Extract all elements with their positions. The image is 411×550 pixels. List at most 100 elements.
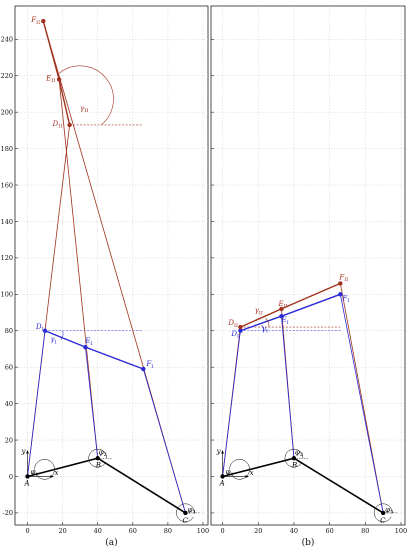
- link-I: [281, 316, 295, 459]
- joint-A: [25, 474, 30, 479]
- gamma-II-label-subscript: II: [259, 310, 263, 316]
- phi3-label: φ3: [187, 506, 195, 516]
- y-axis-arrowhead: [221, 450, 225, 454]
- gamma-I-label: γI: [50, 336, 56, 346]
- panel-caption: (a): [105, 537, 117, 548]
- link-I: [339, 294, 384, 513]
- joint-B: [291, 456, 297, 461]
- coupler-II: [240, 282, 341, 328]
- label-A-main: A: [24, 479, 30, 487]
- joint-E_II: [56, 77, 62, 82]
- x-tick-label: 40: [94, 527, 102, 535]
- label-D-I-subscript: I: [42, 327, 44, 333]
- phi3-label-subscript: 3: [192, 510, 195, 516]
- y-tick-label: 220: [1, 72, 13, 80]
- label-A: A: [219, 479, 225, 487]
- x-tick-label: 100: [395, 527, 407, 535]
- x-tick-label: 60: [129, 527, 137, 535]
- label-E-II-main: E: [45, 74, 51, 82]
- gamma-I-label: γI: [262, 325, 268, 335]
- base-link-ABC: [27, 457, 186, 514]
- phi3-arc: [373, 503, 393, 523]
- phi1-label-main: φ: [226, 468, 231, 476]
- axis-y-label: y: [21, 447, 27, 455]
- gamma-II-label: γII: [80, 104, 88, 114]
- label-D-II-subscript: II: [58, 124, 62, 130]
- phi3-label: φ3: [385, 506, 393, 516]
- x-tick-label: 0: [220, 527, 224, 535]
- label-D-II: DII: [52, 120, 63, 130]
- joint-E_II: [279, 306, 284, 312]
- y-tick-label: 0: [9, 473, 13, 481]
- label-D-I: DI: [35, 323, 44, 333]
- label-E-I-subscript: I: [91, 341, 93, 347]
- axis-y-label-main: y: [216, 447, 222, 455]
- label-C: C: [182, 517, 188, 525]
- phi3-label-subscript: 3: [390, 510, 393, 516]
- label-E-II-subscript: II: [51, 78, 55, 84]
- phi1-label: φ1: [31, 468, 39, 478]
- label-D-II-subscript: II: [234, 323, 238, 329]
- phi2-label-main: φ: [295, 448, 300, 456]
- label-F-II-main: F: [30, 16, 37, 24]
- y-axis-arrowhead: [26, 450, 30, 454]
- joint-B: [95, 456, 100, 461]
- link-I: [27, 330, 46, 477]
- phi2-label: φ2: [99, 448, 107, 458]
- phi1-arc: [34, 459, 55, 480]
- x-tick-label: 60: [325, 527, 333, 535]
- label-B: B: [95, 461, 101, 469]
- axis-x-label-main: x: [250, 469, 254, 477]
- link-I: [222, 330, 241, 477]
- panel-a: 0 20 40 60 80 100 -20 0 20 40 60 80 100 120 140 160 180 2…: [1, 5, 209, 548]
- phi2-arc: [284, 448, 304, 468]
- label-D-I-main: D: [230, 330, 237, 338]
- label-E-I-main: E: [280, 316, 286, 324]
- y-tick-label: 20: [5, 436, 13, 444]
- gamma-I-label-main: γ: [262, 325, 267, 333]
- label-B: B: [291, 461, 297, 469]
- label-F-I-main: F: [341, 294, 348, 302]
- y-tick-label: 80: [5, 327, 13, 335]
- base-link-ABC: [222, 457, 384, 514]
- y-tick-label: 140: [1, 218, 13, 226]
- gamma-I-label-subscript: I: [266, 329, 268, 335]
- phi1-label: φ1: [226, 468, 234, 478]
- panel-caption: (b): [302, 537, 315, 548]
- label-D-II-main: D: [52, 120, 59, 128]
- x-axis-arrowhead: [50, 474, 54, 478]
- label-E-II: EII: [277, 300, 287, 310]
- label-D-I-subscript: I: [237, 334, 239, 340]
- label-E-I-main: E: [84, 337, 90, 345]
- joint-D_I: [42, 328, 48, 333]
- joint-F_I: [141, 366, 146, 372]
- joint-C: [183, 510, 188, 516]
- label-E-II-main: E: [277, 300, 283, 308]
- plot-frame: [210, 5, 406, 526]
- phi1-label-subscript: 1: [35, 472, 38, 478]
- label-F-II: FII: [338, 273, 348, 283]
- x-tick-label: 20: [58, 527, 66, 535]
- label-A-main: A: [219, 479, 225, 487]
- label-D-II: DII: [227, 319, 238, 329]
- link-II: [58, 79, 99, 459]
- y-tick-label: -20: [3, 509, 13, 517]
- label-E-II-subscript: II: [284, 304, 288, 310]
- label-C-main: C: [380, 517, 386, 525]
- joint-E_I: [279, 313, 284, 319]
- joint-F_I: [338, 292, 343, 297]
- label-F-I: FI: [145, 360, 153, 370]
- gamma-II-label-main: γ: [80, 104, 85, 112]
- x-tick-label: 0: [25, 527, 29, 535]
- joint-F_II: [338, 281, 343, 286]
- joint-A: [220, 474, 225, 479]
- gamma-I-arc: [60, 330, 64, 341]
- phi1-label-subscript: 1: [230, 472, 233, 478]
- joint-C: [380, 510, 386, 516]
- label-B-main: B: [291, 461, 297, 469]
- axis-x-label-main: x: [55, 469, 59, 477]
- phi1-arc: [229, 459, 250, 480]
- phi2-arc: [88, 448, 107, 468]
- y-tick-label: 180: [1, 145, 13, 153]
